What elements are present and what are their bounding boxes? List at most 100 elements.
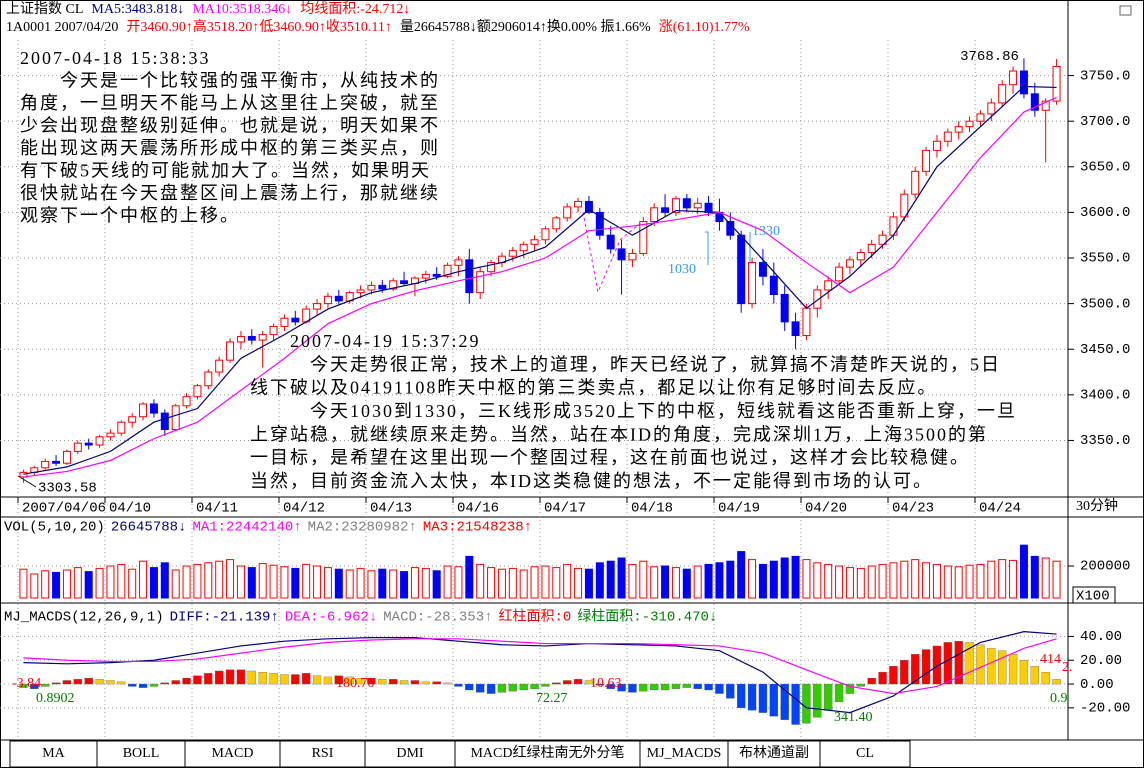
volume-bar (62, 569, 71, 599)
area-label: 180.70 (336, 676, 375, 691)
note-line: 很快就站在今天盘整区间上震荡上行，那就继续 (20, 183, 440, 203)
low-pointer (17, 475, 37, 488)
unit-label: X100 (1076, 589, 1110, 605)
tab[interactable] (364, 740, 456, 768)
note-line: 一目标，是希望在这里出现一个整固过程，这在前面也说过，这样才会比较稳健。 (250, 448, 970, 468)
volume-bar (497, 568, 506, 599)
macd-bar (182, 677, 191, 685)
macd-bar (421, 681, 430, 685)
macd-bar (628, 683, 637, 693)
panel-header: 绿柱面积:-310.470↓ (577, 609, 717, 626)
x-tick-label: 04/10 (109, 501, 151, 517)
macd-bar (323, 676, 333, 685)
x-tick-label: 2007/04/06 (22, 501, 106, 517)
macd-bar (19, 683, 28, 688)
note-title: 2007-04-19 15:37:29 (290, 331, 481, 351)
high-label: 3768.86 (960, 49, 1019, 65)
volume-bar (574, 567, 583, 599)
y-tick-label: 3650.0 (1080, 159, 1130, 175)
area-label: 72.27 (536, 691, 568, 706)
candle-body (226, 341, 235, 361)
candle-body (236, 335, 245, 343)
macd-bar (378, 679, 387, 685)
header-text: MA5:3483.818↓ (91, 2, 184, 17)
tab-label[interactable]: DMI (396, 746, 424, 761)
tab[interactable] (184, 740, 281, 768)
window-icon[interactable] (1119, 5, 1132, 16)
macd-bar (889, 666, 898, 685)
tab-label[interactable]: CL (856, 746, 874, 761)
candle-body (258, 334, 267, 341)
candle-body (900, 193, 909, 218)
volume-bar (52, 571, 61, 599)
macd-bar (639, 683, 648, 692)
candle-body (41, 460, 50, 469)
macd-bar (443, 682, 452, 685)
macd-bar (911, 654, 920, 685)
y-tick-label: 3400.0 (1080, 388, 1130, 404)
tab[interactable] (279, 740, 366, 768)
candle-body (400, 280, 409, 285)
tab[interactable] (96, 740, 186, 768)
volume-bar (410, 567, 419, 599)
volume-bar (835, 565, 844, 599)
volume-bar (280, 566, 289, 599)
candle-body (965, 120, 974, 128)
macd-bar (563, 680, 572, 685)
tab-label[interactable]: RSI (312, 746, 334, 761)
candle-body (1052, 65, 1061, 102)
candle-body (835, 266, 844, 282)
candle-body (769, 275, 778, 295)
volume-bar (704, 563, 713, 599)
tab[interactable] (9, 740, 98, 768)
volume-bar (30, 573, 39, 599)
macd-bar (95, 679, 104, 685)
macd-bar (987, 648, 996, 685)
tab-label[interactable]: BOLL (123, 746, 160, 761)
note-title: 2007-04-18 15:38:33 (20, 48, 211, 68)
volume-bar (726, 560, 735, 599)
macd-bar (454, 683, 463, 687)
volume-bar (95, 567, 104, 599)
macd-bar (171, 680, 180, 685)
candle-body (639, 221, 648, 254)
macd-bar (73, 679, 82, 685)
candle-body (334, 295, 343, 302)
candle-body (62, 450, 71, 464)
y-tick-label: 40.00 (1080, 629, 1122, 645)
macd-bar (856, 683, 865, 687)
area-label: 2. (1062, 660, 1073, 675)
macd-bar (780, 683, 789, 720)
area-label: 341.40 (834, 710, 873, 725)
candle-body (563, 206, 572, 219)
tab-label[interactable]: MACD (211, 746, 253, 761)
tab[interactable] (727, 740, 821, 768)
volume-bar (258, 563, 267, 599)
tab-label[interactable]: 布林通道副 (739, 745, 809, 761)
tab-label[interactable]: MACD红绿柱南无外分笔 (470, 745, 624, 761)
candle-body (280, 317, 289, 327)
macd-bar (486, 683, 496, 694)
macd-bar (954, 641, 963, 685)
volume-bar (291, 567, 300, 599)
candle-body (160, 412, 169, 430)
macd-bar (530, 683, 539, 689)
macd-bar (824, 683, 833, 711)
tab-label[interactable]: MA (42, 746, 65, 761)
macd-bar (258, 671, 267, 685)
candle-body (73, 442, 82, 452)
volume-bar (323, 567, 332, 599)
volume-bar (73, 567, 82, 599)
tab-label[interactable]: MJ_MACDS (647, 746, 722, 761)
y-tick-label: 3450.0 (1080, 342, 1130, 358)
volume-bar (889, 562, 898, 599)
volume-bar (965, 564, 974, 599)
volume-bar (758, 563, 767, 599)
candle-body (389, 280, 398, 290)
tab[interactable] (819, 740, 911, 768)
candle-body (998, 84, 1007, 104)
macd-bar (236, 669, 246, 685)
volume-bar (780, 557, 789, 599)
tab[interactable] (639, 740, 729, 768)
